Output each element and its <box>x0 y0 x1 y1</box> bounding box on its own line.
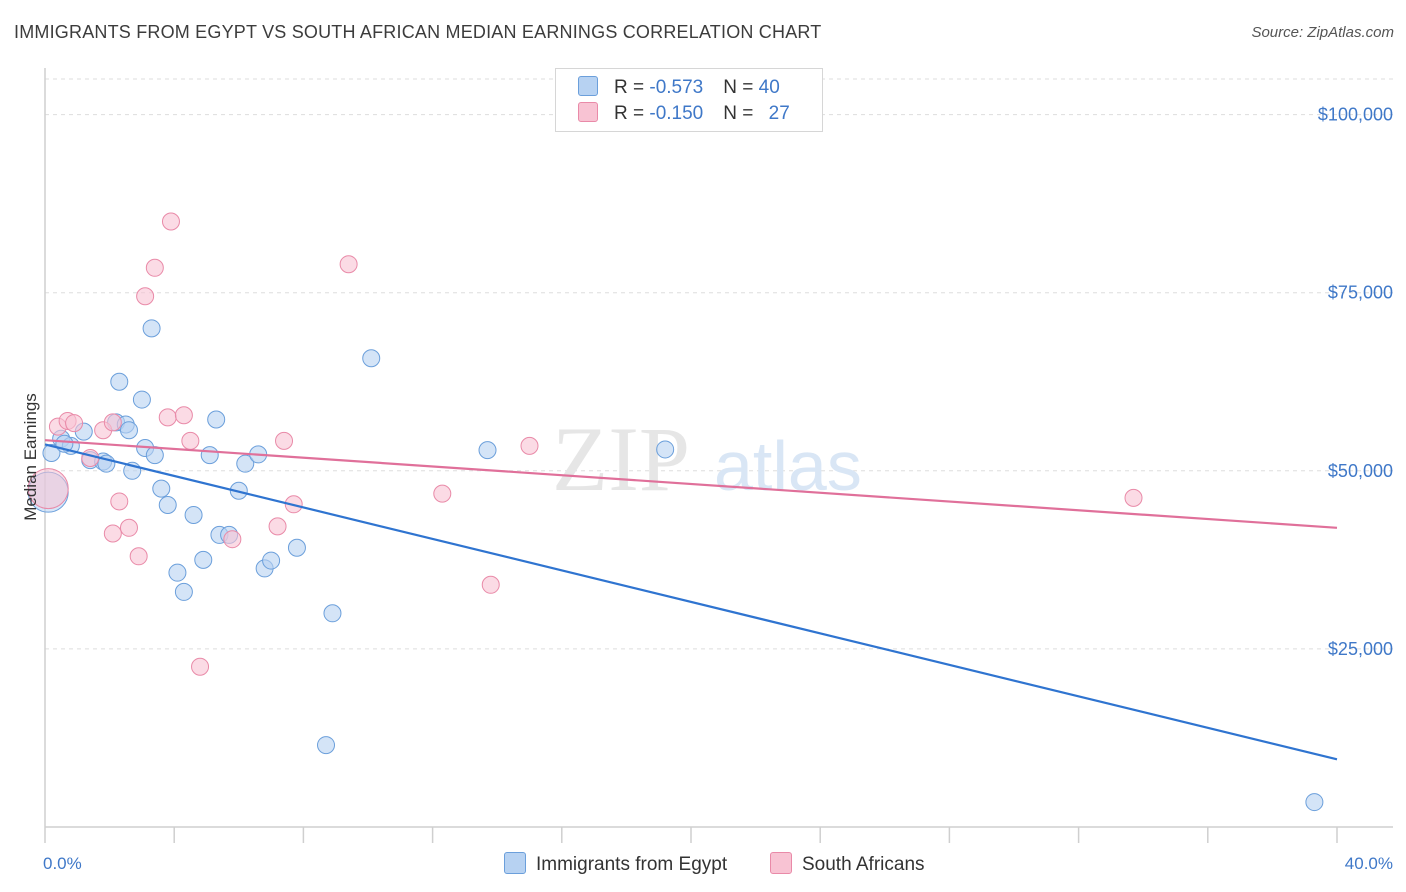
grid-lines <box>45 78 1393 650</box>
egypt-point <box>168 563 187 582</box>
egypt-point <box>184 505 203 524</box>
south-africans-point <box>339 255 358 274</box>
egypt-trend-line <box>44 443 1338 761</box>
legend-row-south-africans: R = -0.150 N = 27 <box>578 102 790 126</box>
south-africans-point <box>119 518 138 537</box>
south-africans-point <box>275 431 294 450</box>
egypt-point <box>317 736 336 755</box>
legend-r-south-africans: -0.150 <box>649 103 704 124</box>
egypt-point <box>110 372 129 391</box>
egypt-point <box>174 582 193 601</box>
south-africans-point <box>481 575 500 594</box>
series-swatch-south-africans <box>770 852 792 874</box>
source-label: Source: ZipAtlas.com <box>1251 24 1394 41</box>
watermark: ZIP atlas <box>552 408 862 510</box>
y-tick-label: $100,000 <box>1318 105 1393 125</box>
egypt-point <box>262 551 281 570</box>
egypt-point <box>656 440 675 459</box>
egypt-point <box>194 550 213 569</box>
series-label-south-africans: South Africans <box>802 854 925 875</box>
egypt-point <box>152 479 171 498</box>
y-tick-labels: $25,000 $50,000 $75,000 $100,000 <box>1318 105 1393 659</box>
x-tick-label-min: 0.0% <box>43 854 82 873</box>
legend-row-egypt: R = -0.573 N = 40 <box>578 76 780 100</box>
south-africans-point <box>145 258 164 277</box>
egypt-point <box>158 496 177 515</box>
south-africans-point <box>27 468 69 510</box>
watermark-atlas: atlas <box>714 427 862 505</box>
y-tick-label: $50,000 <box>1328 461 1393 481</box>
series-swatch-egypt <box>504 852 526 874</box>
egypt-point <box>142 319 161 338</box>
legend-n-egypt: 40 <box>758 77 780 98</box>
south-africans-point <box>65 414 84 433</box>
x-tick-labels: 0.0% 40.0% <box>43 854 1393 873</box>
trend-lines <box>44 439 1338 761</box>
y-tick-label: $75,000 <box>1328 283 1393 303</box>
south-africans-point <box>174 406 193 425</box>
egypt-point <box>1305 793 1324 812</box>
south-africans-point <box>181 431 200 450</box>
watermark-zip: ZIP <box>552 408 690 510</box>
egypt-point <box>200 446 219 465</box>
y-tick-label: $25,000 <box>1328 639 1393 659</box>
south-africans-point <box>433 484 452 503</box>
south-africans-point <box>158 408 177 427</box>
egypt-point <box>362 349 381 368</box>
correlation-legend: R = -0.573 N = 40 R = -0.150 N = 27 <box>555 68 823 132</box>
legend-swatch-egypt <box>578 76 598 96</box>
south-africans-point <box>136 287 155 306</box>
south-africans-point <box>520 436 539 455</box>
y-axis-label: Median Earnings <box>21 393 40 521</box>
egypt-point <box>323 604 342 623</box>
south-africans-point <box>268 517 287 536</box>
south-africans-point <box>223 530 242 549</box>
series-label-egypt: Immigrants from Egypt <box>536 854 728 875</box>
south-africans-point <box>161 212 180 231</box>
south-africans-point <box>103 524 122 543</box>
south-africans-trend-line <box>44 439 1338 529</box>
chart-title: IMMIGRANTS FROM EGYPT VS SOUTH AFRICAN M… <box>14 22 822 42</box>
legend-swatch-south-africans <box>578 102 598 122</box>
x-tick-label-max: 40.0% <box>1345 854 1393 873</box>
egypt-point <box>287 538 306 557</box>
egypt-point <box>119 421 138 440</box>
south-africans-point <box>103 413 122 432</box>
egypt-point <box>42 444 61 462</box>
data-points <box>27 212 1324 812</box>
egypt-point <box>207 410 226 429</box>
legend-n-south-africans: 27 <box>768 103 790 124</box>
south-africans-point <box>191 657 210 676</box>
egypt-point <box>478 441 497 460</box>
egypt-point <box>132 390 151 409</box>
egypt-point <box>236 454 255 473</box>
south-africans-point <box>1124 488 1143 507</box>
legend-r-egypt: -0.573 <box>649 77 704 98</box>
egypt-point <box>145 446 164 465</box>
series-legend-egypt: Immigrants from Egypt <box>504 852 727 876</box>
south-africans-point <box>110 492 129 511</box>
south-africans-point <box>129 547 148 566</box>
series-legend-south-africans: South Africans <box>770 852 925 876</box>
